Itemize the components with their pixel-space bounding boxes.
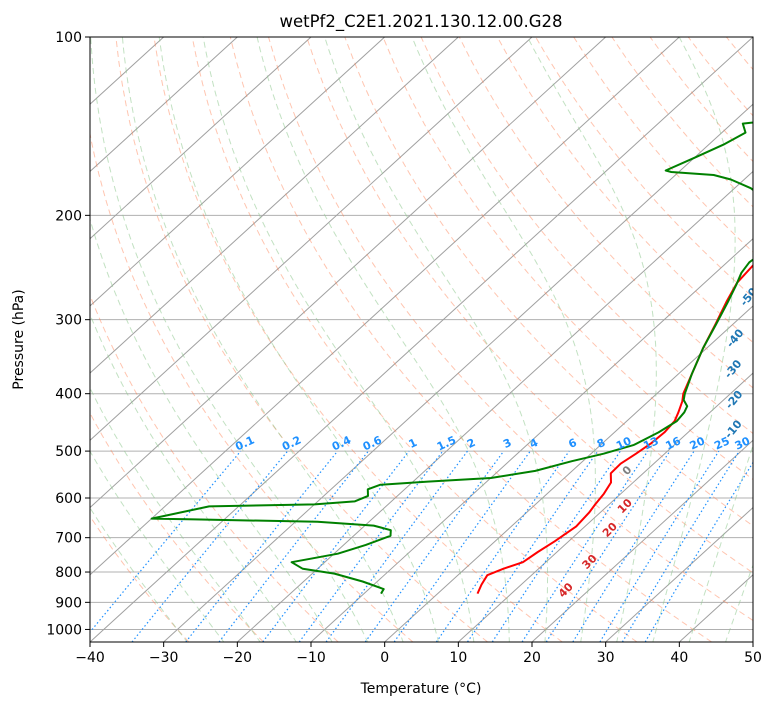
moist-adiabat-line (90, 387, 261, 642)
mixing-ratio-line (572, 450, 695, 642)
moist-adiabat-line (324, 37, 549, 642)
isotherm-line (90, 37, 533, 442)
mixing-ratio-label: 20 (688, 434, 708, 452)
isotherm-line (90, 37, 386, 307)
y-tick-label: 700 (55, 531, 82, 547)
y-axis-ticks: 100 200 300 400 500 600 700 800 900 1000 (46, 30, 90, 638)
mixing-ratio-line (364, 450, 505, 642)
dry-adiabat-line (535, 37, 753, 298)
y-tick-label: 100 (55, 30, 82, 46)
y-tick-label: 500 (55, 444, 82, 460)
x-tick-label: 10 (449, 650, 467, 666)
dry-adiabat-line (90, 412, 264, 642)
y-tick-label: 600 (55, 491, 82, 507)
mixing-ratio-line (298, 450, 444, 642)
x-tick-label: −40 (75, 650, 105, 666)
mixing-ratio-line (521, 450, 649, 642)
moist-adiabat-line (90, 506, 188, 642)
isotherm-line (163, 103, 753, 642)
moist-adiabat-line (527, 37, 657, 642)
mixing-ratio-line (90, 450, 242, 633)
sounding-profiles (150, 121, 753, 595)
mixing-ratio-line (325, 450, 468, 642)
mixing-ratio-line (393, 450, 531, 642)
x-tick-label: 0 (380, 650, 389, 666)
isotherm-line (90, 37, 607, 509)
mixing-ratio-label: 25 (712, 434, 731, 452)
mixing-ratio-label: 10 (614, 434, 634, 452)
isotherm-line (605, 506, 753, 642)
x-axis-title: Temperature (°C) (360, 681, 482, 697)
mixing-ratio-line (185, 450, 339, 642)
mixing-ratio-line (466, 450, 599, 642)
isotherm-line (531, 439, 753, 642)
mixing-ratio-label: 16 (663, 434, 683, 452)
dry-adiabat-line (115, 37, 488, 642)
isotherm-line (90, 37, 312, 240)
mixing-ratio-line (131, 450, 289, 642)
isotherm-line (90, 37, 680, 576)
dry-adiabat-line (268, 37, 753, 622)
y-tick-label: 200 (55, 208, 82, 224)
moist-adiabat-line (90, 450, 225, 642)
x-tick-label: −10 (296, 650, 326, 666)
isotherm-line (310, 237, 753, 642)
mixing-ratio-line (435, 450, 570, 642)
moist-adiabat-line (121, 37, 404, 642)
dry-adiabat-line (496, 37, 753, 344)
dry-adiabat-line (344, 37, 753, 527)
y-tick-label: 900 (55, 595, 82, 611)
moist-adiabat-line (688, 444, 753, 642)
moist-adiabat-line (202, 37, 475, 642)
isotherm-line (236, 170, 753, 642)
dry-adiabat-line (153, 37, 563, 642)
dewpoint-profile (150, 121, 753, 595)
moist-adiabat-line (652, 37, 736, 642)
moist-adiabat-line (90, 37, 369, 642)
y-axis-title: Pressure (hPa) (11, 289, 27, 389)
y-tick-label: 1000 (46, 622, 82, 638)
x-axis-ticks: −40 −30 −20 −10 0 10 20 30 40 50 (75, 642, 762, 666)
y-tick-label: 800 (55, 565, 82, 581)
isotherm-line (90, 37, 459, 374)
isotherm-line (457, 372, 753, 642)
mixing-ratio-line (491, 450, 621, 642)
x-tick-label: 30 (597, 650, 615, 666)
moist-adiabat-line (90, 313, 297, 642)
x-tick-label: −30 (149, 650, 179, 666)
mixing-ratio-lines (90, 450, 753, 642)
dry-adiabat-line (229, 37, 712, 642)
mixing-ratio-line (262, 450, 410, 642)
x-tick-label: −20 (223, 650, 253, 666)
x-tick-label: 40 (670, 650, 688, 666)
y-tick-label: 300 (55, 313, 82, 329)
mixing-ratio-label: 30 (733, 434, 753, 452)
mixing-ratio-line (621, 450, 740, 642)
x-tick-label: 20 (523, 650, 541, 666)
moist-adiabat-line (90, 217, 333, 642)
moist-adiabat-line (725, 563, 753, 642)
isotherm-line (90, 37, 753, 642)
dry-adiabat-line (90, 131, 414, 642)
isotherm-line (384, 305, 753, 642)
moist-adiabats (90, 37, 753, 642)
skewed-isotherms (90, 37, 753, 642)
y-tick-label: 400 (55, 387, 82, 403)
dry-adiabat-line (90, 515, 190, 642)
mixing-ratio-line (545, 450, 671, 642)
dry-adiabat-line (191, 37, 638, 642)
dry-adiabat-line (306, 37, 753, 574)
dry-adiabat-line (382, 37, 753, 481)
x-tick-label: 50 (744, 650, 762, 666)
moist-adiabat-line (256, 37, 510, 642)
isotherm-line (90, 37, 238, 173)
plot-frame (89, 36, 754, 643)
mixing-ratio-label: 13 (641, 434, 660, 452)
temperature-profile (476, 263, 753, 595)
chart-title: wetPf2_C2E1.2021.130.12.00.G28 (279, 12, 562, 32)
